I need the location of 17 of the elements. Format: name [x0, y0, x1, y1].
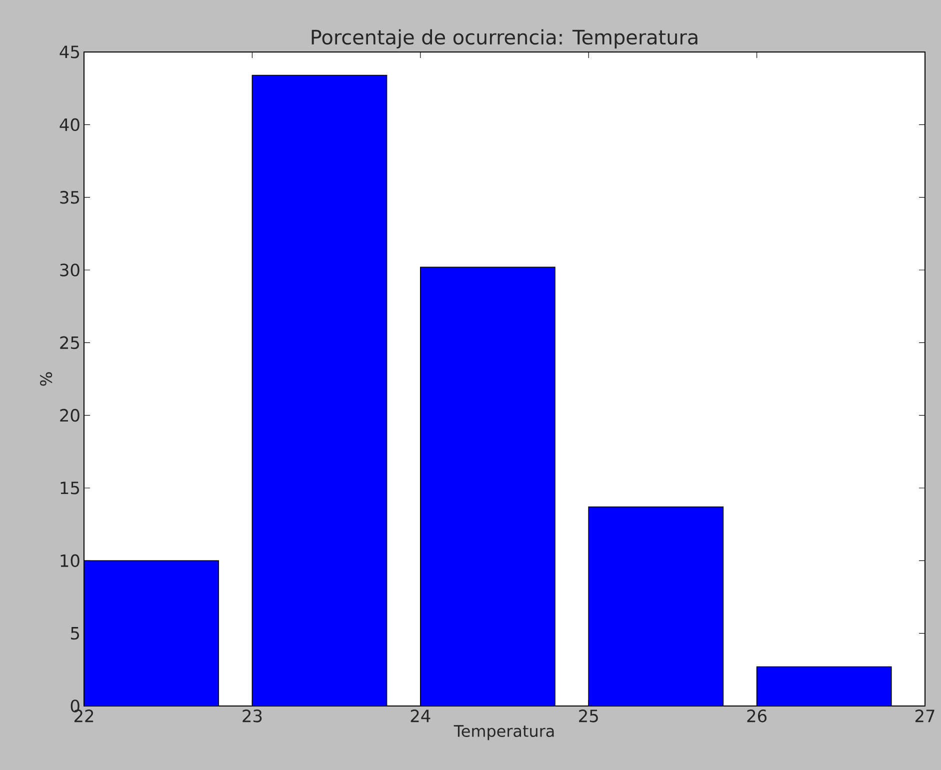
y-tick-label: 30	[60, 264, 80, 276]
chart-title: Porcentaje de ocurrencia: Temperatura	[312, 29, 698, 48]
y-tick-label: 35	[60, 190, 79, 204]
y-tick-label: 45	[60, 46, 79, 58]
x-tick-label: 24	[410, 710, 430, 722]
y-tick-label: 20	[60, 408, 80, 422]
y-axis-title: %	[40, 372, 52, 386]
x-tick-label: 27	[915, 710, 934, 722]
x-tick-label: 26	[747, 710, 767, 722]
y-tick-label: 5	[71, 627, 80, 640]
x-tick-label: 25	[579, 710, 598, 722]
y-tick-label: 40	[60, 118, 80, 132]
x-axis-title: Temperatura	[454, 725, 554, 740]
y-tick-label: 25	[60, 336, 79, 350]
y-tick-label: 15	[60, 482, 79, 494]
x-tick-label: 23	[242, 710, 262, 722]
y-tick-label: 10	[60, 554, 80, 568]
